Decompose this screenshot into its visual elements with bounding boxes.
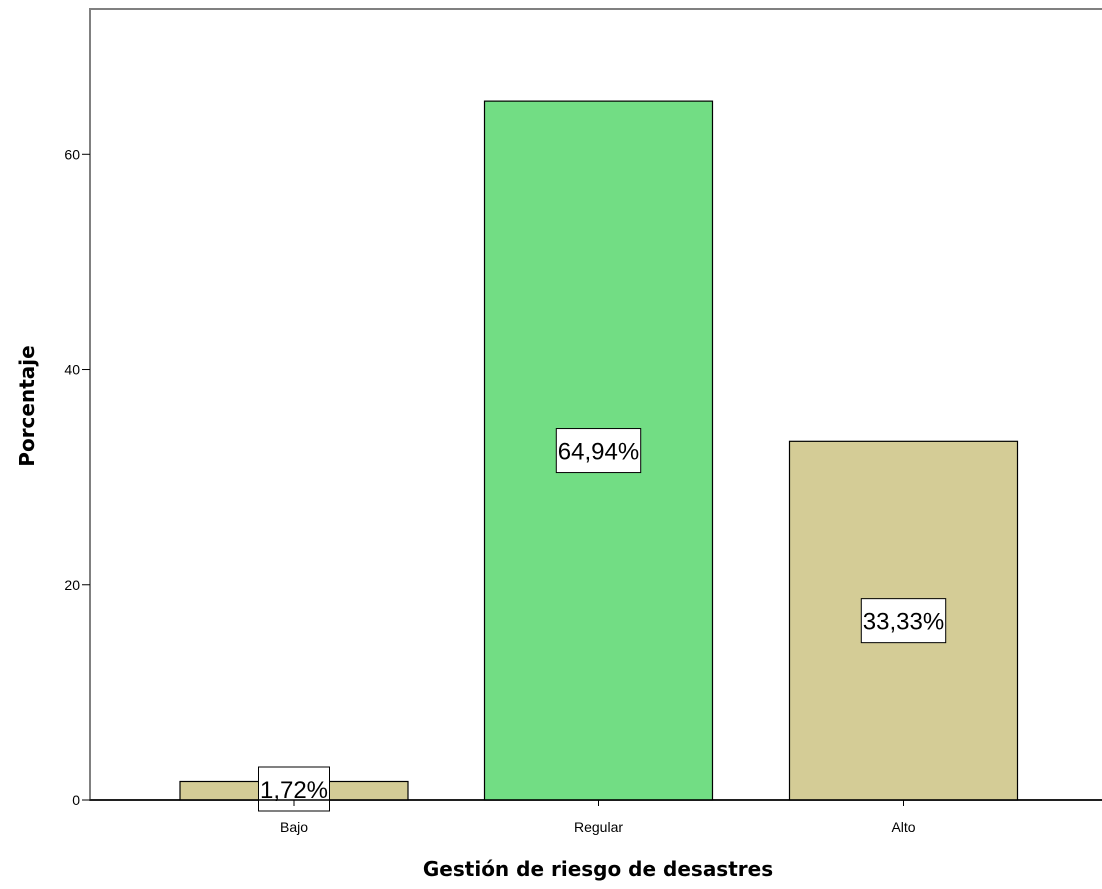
data-label-box-regular <box>555 428 642 474</box>
y-axis-title: Porcentaje <box>15 345 39 466</box>
x-tick-label-bajo: Bajo <box>280 819 308 835</box>
x-tick-label-alto: Alto <box>891 819 915 835</box>
data-label-box-alto <box>860 598 947 644</box>
y-tick-label-20: 20 <box>64 577 80 593</box>
y-axis: 0 20 40 60 <box>64 146 90 808</box>
y-tick-label-40: 40 <box>64 362 80 378</box>
data-label-alto: 33,33% <box>863 609 944 636</box>
x-axis-title: Gestión de riesgo de desastres <box>423 857 773 881</box>
x-axis: Bajo Regular Alto <box>90 799 1102 835</box>
x-tick-label-regular: Regular <box>574 819 623 835</box>
data-label-regular: 64,94% <box>558 439 639 466</box>
y-tick-label-60: 60 <box>64 146 80 162</box>
y-tick-label-0: 0 <box>72 792 80 808</box>
